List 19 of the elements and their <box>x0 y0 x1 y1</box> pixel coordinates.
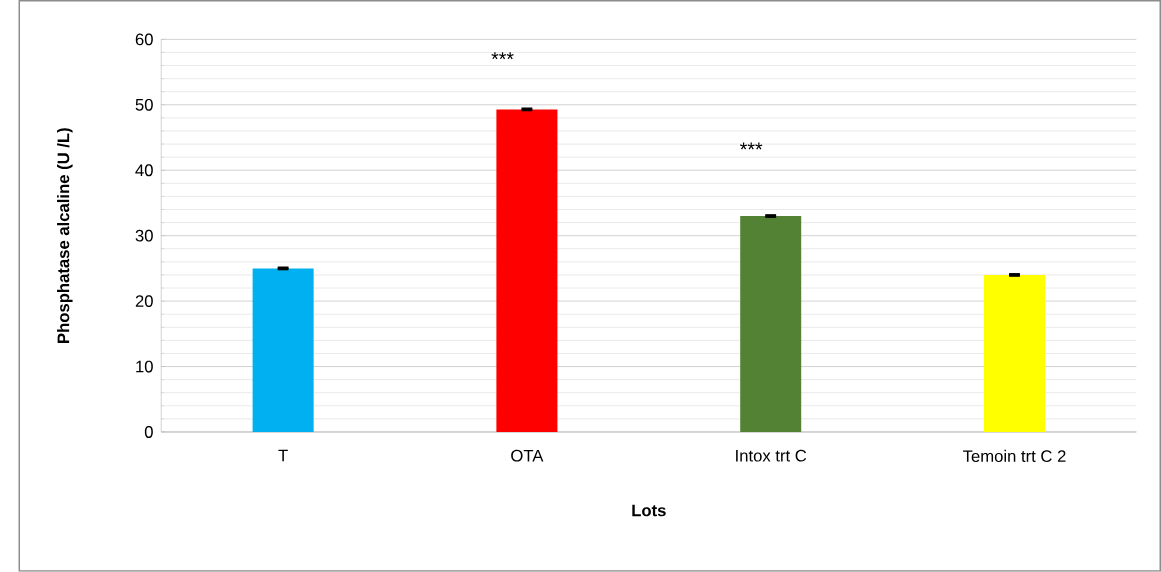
y-tick-label: 10 <box>136 360 153 373</box>
x-tick-label: Temoin trt C 2 <box>963 449 1066 463</box>
x-tick-label: Intox trt C <box>736 449 807 462</box>
annotation: *** <box>491 52 514 60</box>
y-tick-label: 0 <box>144 426 153 439</box>
y-tick-label: 20 <box>135 295 153 308</box>
annotation: *** <box>740 142 763 150</box>
bar <box>984 275 1046 433</box>
bar <box>496 109 558 433</box>
y-axis-title: Phosphatase alcaline (U /L) <box>57 128 73 344</box>
y-tick-label: 60 <box>135 33 153 46</box>
bar <box>740 216 802 433</box>
x-tick-label: T <box>278 449 288 462</box>
bar <box>252 268 314 433</box>
y-tick-label: 40 <box>135 164 153 177</box>
x-axis-title: Lots <box>632 504 666 517</box>
x-tick-label: OTA <box>511 449 544 462</box>
y-tick-label: 50 <box>135 99 153 111</box>
y-tick-label: 30 <box>135 229 153 242</box>
